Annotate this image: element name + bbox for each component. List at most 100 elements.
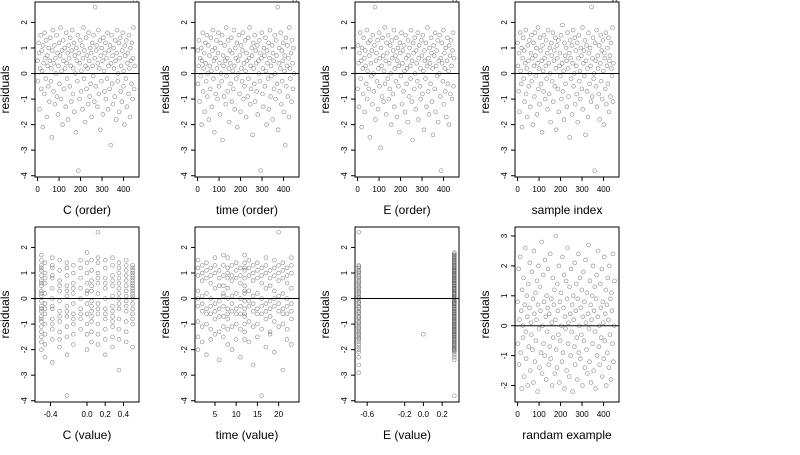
data-point bbox=[95, 229, 101, 235]
data-point bbox=[536, 86, 541, 92]
data-point bbox=[233, 268, 239, 273]
data-point bbox=[546, 311, 552, 317]
data-point bbox=[276, 270, 281, 276]
data-point bbox=[89, 114, 94, 120]
data-point bbox=[287, 66, 293, 71]
data-point bbox=[225, 270, 230, 276]
x-tick-label: 400 bbox=[597, 410, 611, 419]
data-point bbox=[195, 347, 201, 352]
data-point bbox=[582, 38, 588, 43]
y-tick-label: -1 bbox=[180, 320, 189, 328]
data-point bbox=[520, 55, 525, 61]
data-point bbox=[588, 302, 593, 308]
data-point bbox=[601, 68, 606, 74]
data-point bbox=[217, 112, 223, 117]
data-point bbox=[130, 263, 135, 268]
data-point bbox=[391, 48, 396, 53]
data-point bbox=[450, 30, 456, 35]
data-point bbox=[537, 365, 542, 370]
data-point bbox=[604, 302, 610, 308]
data-point bbox=[281, 40, 286, 46]
data-point bbox=[571, 84, 576, 89]
data-point bbox=[602, 86, 608, 92]
data-point bbox=[526, 84, 531, 89]
data-point bbox=[592, 168, 597, 173]
data-point bbox=[109, 81, 115, 86]
data-point bbox=[121, 68, 126, 74]
data-point bbox=[54, 94, 60, 99]
data-point bbox=[541, 32, 547, 38]
data-point bbox=[84, 311, 90, 317]
data-point bbox=[39, 293, 44, 299]
data-point bbox=[355, 43, 361, 48]
data-point bbox=[110, 314, 115, 319]
y-tick-label: 3 bbox=[500, 233, 509, 238]
x-tick-label: 100 bbox=[532, 410, 546, 419]
data-point bbox=[581, 48, 587, 53]
data-point bbox=[443, 45, 449, 51]
data-point bbox=[84, 332, 90, 337]
data-point bbox=[606, 317, 611, 322]
data-point bbox=[223, 101, 228, 107]
data-point bbox=[377, 84, 382, 89]
data-point bbox=[560, 254, 565, 260]
data-point bbox=[130, 273, 135, 278]
data-point bbox=[42, 311, 48, 317]
data-point bbox=[250, 362, 256, 368]
data-point bbox=[445, 35, 450, 41]
data-point bbox=[591, 76, 596, 81]
data-point bbox=[604, 63, 610, 69]
data-point bbox=[289, 309, 294, 314]
data-point bbox=[104, 55, 109, 61]
data-point bbox=[580, 25, 585, 30]
data-point bbox=[596, 344, 602, 349]
data-point bbox=[365, 68, 370, 74]
data-point bbox=[57, 268, 62, 273]
data-point bbox=[272, 319, 277, 324]
data-point bbox=[534, 278, 540, 284]
data-point bbox=[216, 357, 222, 363]
data-point bbox=[393, 53, 398, 58]
data-point bbox=[572, 101, 578, 107]
data-point bbox=[516, 50, 522, 56]
data-point bbox=[580, 314, 586, 319]
data-point bbox=[246, 55, 252, 61]
data-point bbox=[50, 316, 55, 322]
data-point bbox=[232, 63, 237, 69]
data-point bbox=[83, 35, 89, 41]
data-point bbox=[452, 270, 457, 276]
data-point bbox=[278, 30, 283, 35]
data-point bbox=[452, 393, 457, 398]
data-point bbox=[199, 58, 205, 64]
data-point bbox=[365, 96, 370, 102]
data-point bbox=[592, 329, 598, 334]
data-point bbox=[376, 66, 381, 71]
data-point bbox=[584, 89, 590, 94]
data-point bbox=[93, 84, 99, 89]
data-point bbox=[356, 330, 362, 336]
x-tick-label: 0 bbox=[35, 185, 40, 194]
data-point bbox=[250, 132, 255, 138]
data-point bbox=[89, 40, 95, 46]
data-point bbox=[267, 275, 273, 281]
data-point bbox=[553, 233, 559, 239]
y-tick-label: -2 bbox=[500, 121, 509, 129]
data-point bbox=[116, 280, 122, 286]
data-point bbox=[116, 265, 122, 271]
data-point bbox=[268, 63, 274, 69]
data-point bbox=[267, 283, 273, 289]
x-tick-label: 0.4 bbox=[118, 410, 130, 419]
x-tick-label: 400 bbox=[437, 185, 451, 194]
y-tick-label: -1 bbox=[340, 320, 349, 328]
data-point bbox=[523, 61, 528, 66]
data-point bbox=[356, 370, 362, 375]
data-point bbox=[567, 311, 573, 317]
data-point bbox=[221, 314, 226, 319]
data-point bbox=[441, 27, 446, 33]
data-point bbox=[286, 114, 292, 120]
data-point bbox=[65, 117, 71, 122]
data-point bbox=[116, 40, 122, 46]
data-point bbox=[517, 254, 523, 260]
data-point bbox=[360, 91, 366, 97]
data-point bbox=[389, 55, 395, 61]
